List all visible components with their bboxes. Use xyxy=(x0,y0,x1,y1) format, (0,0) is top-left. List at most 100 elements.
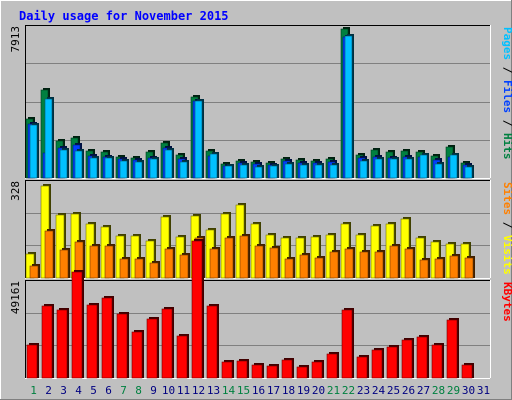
day-label: 12 xyxy=(192,384,205,397)
bar-sites xyxy=(149,261,160,279)
bar-kbytes-face xyxy=(446,319,458,379)
chart-panels: 7913 Pages / Files / Hits 328 Sites / Visit… xyxy=(9,25,512,379)
bar-sites-face xyxy=(224,237,234,279)
bar-pages xyxy=(299,163,309,179)
bar-sites xyxy=(344,247,355,279)
bar-pages-face xyxy=(239,164,248,179)
bar-sites xyxy=(104,244,115,279)
bar-pages xyxy=(59,148,69,179)
legend-middle: Sites / Visits xyxy=(501,182,512,275)
bar-pages-face xyxy=(404,158,413,179)
legend-entry: KBytes xyxy=(501,282,512,322)
day-label: 20 xyxy=(312,384,325,397)
bar-sites-face xyxy=(344,248,354,279)
bar-kbytes-face xyxy=(356,356,368,379)
legend-entry: / xyxy=(501,215,512,235)
bar-kbytes-face xyxy=(461,364,473,379)
day-label: 14 xyxy=(222,384,236,397)
bar-pages-face xyxy=(179,161,188,179)
bar-pages-face xyxy=(359,160,368,179)
bar-sites xyxy=(209,247,220,279)
day-label: 10 xyxy=(162,384,175,397)
bar-kbytes-face xyxy=(326,353,338,379)
bar-kbytes-face xyxy=(41,305,53,379)
bar-pages-face xyxy=(164,149,173,179)
bar-sites-face xyxy=(329,251,339,279)
bar-sites-face xyxy=(179,254,189,279)
bar-sites xyxy=(374,250,385,279)
y-max-label: 49161 xyxy=(9,281,22,314)
day-label: 31 xyxy=(477,384,490,397)
bar-pages-face xyxy=(194,100,203,179)
bar-sites xyxy=(134,257,145,279)
bar-pages xyxy=(374,157,384,179)
bar-pages xyxy=(164,148,174,179)
bar-kbytes-face xyxy=(26,344,38,379)
bar-kbytes xyxy=(131,330,144,379)
bar-sites-face xyxy=(359,251,369,279)
bar-sites-face xyxy=(149,262,159,279)
bar-kbytes xyxy=(296,365,309,379)
bar-sites-face xyxy=(269,247,279,279)
bar-kbytes-face xyxy=(221,361,233,379)
bar-sites-face xyxy=(449,255,459,279)
chart-title: Daily usage for November 2015 xyxy=(19,9,229,23)
bar-kbytes xyxy=(446,318,459,379)
bar-sites xyxy=(314,256,325,279)
bar-pages xyxy=(134,160,144,179)
y-max-label: 7913 xyxy=(9,26,22,53)
bar-kbytes-face xyxy=(416,336,428,379)
bar-kbytes-face xyxy=(101,297,113,379)
bar-pages xyxy=(239,163,249,179)
day-label: 18 xyxy=(282,384,295,397)
bar-kbytes-face xyxy=(146,318,158,379)
bar-kbytes xyxy=(116,312,129,379)
day-label: 23 xyxy=(357,384,370,397)
bar-pages xyxy=(224,164,234,179)
day-label: 17 xyxy=(267,384,280,397)
bar-sites xyxy=(284,257,295,279)
bar-pages xyxy=(314,163,324,179)
bar-pages-face xyxy=(44,98,53,179)
bar-kbytes xyxy=(191,239,204,379)
bars-bottom xyxy=(26,239,474,379)
day-label: 8 xyxy=(135,384,142,397)
bars-top xyxy=(25,27,474,179)
bar-pages-face xyxy=(329,164,338,179)
bar-kbytes xyxy=(86,303,99,379)
bar-pages xyxy=(29,123,39,179)
bar-sites xyxy=(164,247,175,279)
bar-kbytes-face xyxy=(311,361,323,379)
bar-sites-face xyxy=(209,248,219,279)
day-label: 25 xyxy=(387,384,400,397)
legend-top: Pages / Files / Hits xyxy=(501,27,512,160)
bar-pages-face xyxy=(449,154,458,179)
bar-pages-face xyxy=(389,158,398,179)
bar-pages xyxy=(74,149,84,179)
bar-pages-face xyxy=(59,149,68,179)
bar-pages xyxy=(344,34,354,179)
bar-kbytes xyxy=(431,343,444,379)
bar-sites-face xyxy=(29,265,39,279)
bar-pages-face xyxy=(149,158,158,179)
bar-sites-face xyxy=(464,257,474,279)
bar-sites-face xyxy=(44,230,54,279)
bar-sites xyxy=(119,257,130,279)
day-label: 22 xyxy=(342,384,355,397)
bar-pages xyxy=(209,152,219,179)
bar-kbytes xyxy=(341,308,354,379)
bar-kbytes-face xyxy=(176,335,188,379)
bar-pages-face xyxy=(134,161,143,179)
day-label: 27 xyxy=(417,384,430,397)
legend-entry: Visits xyxy=(501,235,512,275)
bar-kbytes xyxy=(206,304,219,379)
bar-pages-face xyxy=(29,124,38,179)
bar-pages-face xyxy=(89,157,98,179)
day-label: 2 xyxy=(45,384,52,397)
bar-kbytes-face xyxy=(266,365,278,379)
bar-sites-face xyxy=(284,258,294,279)
bar-kbytes xyxy=(71,270,84,379)
bar-pages-face xyxy=(314,164,323,179)
bar-sites xyxy=(254,244,265,279)
bar-kbytes-face xyxy=(251,364,263,379)
